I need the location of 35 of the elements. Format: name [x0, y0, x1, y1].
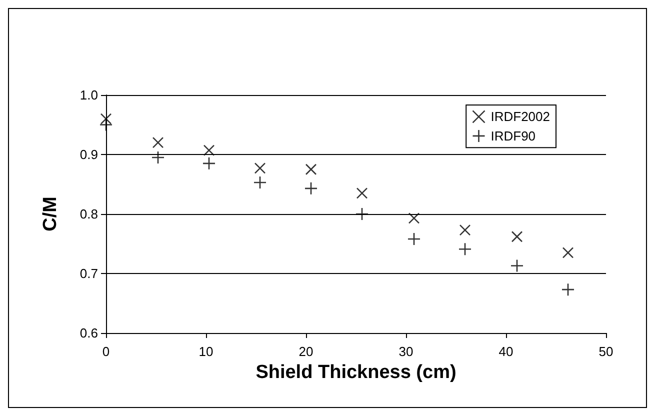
point [511, 230, 523, 242]
y-axis-title: C/M [40, 196, 61, 232]
point [100, 113, 112, 124]
y-tick-label: 0.7 [80, 266, 98, 281]
y-tick-label: 1.0 [80, 88, 98, 102]
legend-label: IRDF2002 [490, 109, 550, 124]
point [151, 150, 165, 164]
point [510, 259, 524, 272]
x-tick-label: 20 [298, 344, 314, 359]
point [356, 188, 368, 199]
point [253, 176, 267, 190]
y-tick-label: 0.8 [80, 206, 98, 222]
point [203, 144, 215, 156]
point [561, 282, 575, 296]
y-tick-label: 0.9 [80, 147, 98, 162]
point [202, 156, 216, 170]
point [408, 212, 420, 224]
x-tick-label: 10 [198, 344, 214, 359]
point [305, 164, 317, 176]
point [355, 207, 369, 221]
x-tick-label: 0 [102, 344, 110, 359]
x-tick-label: 40 [498, 344, 514, 359]
x-axis-title: Shield Thickness (cm) [256, 362, 456, 383]
point [304, 182, 318, 196]
point [407, 232, 421, 246]
legend-label: IRDF90 [490, 128, 536, 144]
point [254, 162, 266, 174]
x-tick-label: 50 [598, 344, 614, 359]
point [99, 118, 113, 132]
point [459, 224, 471, 236]
y-tick-label: 0.6 [80, 326, 98, 340]
point [458, 242, 472, 256]
x-tick-label: 30 [398, 344, 414, 359]
point [562, 247, 574, 258]
point [152, 136, 164, 148]
